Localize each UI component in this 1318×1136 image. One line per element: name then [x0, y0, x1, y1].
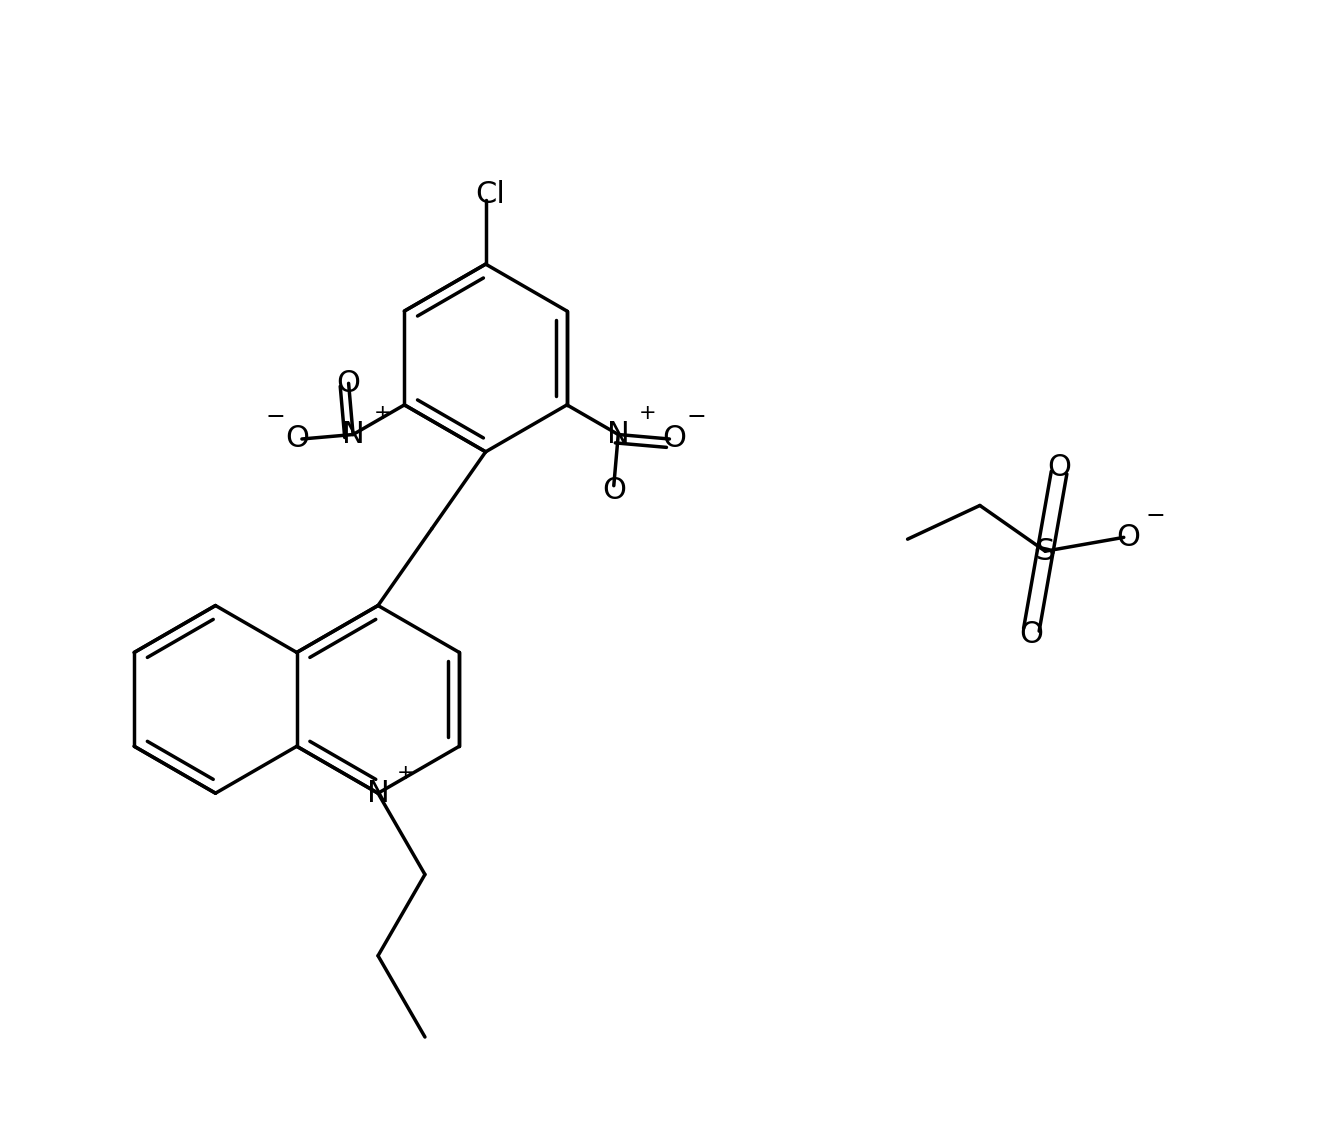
Text: N: N [606, 420, 630, 449]
Text: O: O [1046, 453, 1072, 482]
Text: +: + [639, 403, 656, 423]
Text: O: O [285, 425, 308, 453]
Text: S: S [1036, 536, 1054, 566]
Text: O: O [1116, 523, 1140, 552]
Text: +: + [374, 403, 391, 423]
Text: −: − [1145, 503, 1165, 527]
Text: −: − [687, 406, 706, 429]
Text: +: + [397, 763, 414, 784]
Text: N: N [366, 778, 389, 808]
Text: O: O [336, 369, 361, 398]
Text: O: O [602, 476, 626, 506]
Text: −: − [265, 406, 285, 429]
Text: O: O [1019, 620, 1044, 649]
Text: Cl: Cl [476, 181, 506, 209]
Text: N: N [341, 420, 365, 449]
Text: O: O [663, 425, 687, 453]
